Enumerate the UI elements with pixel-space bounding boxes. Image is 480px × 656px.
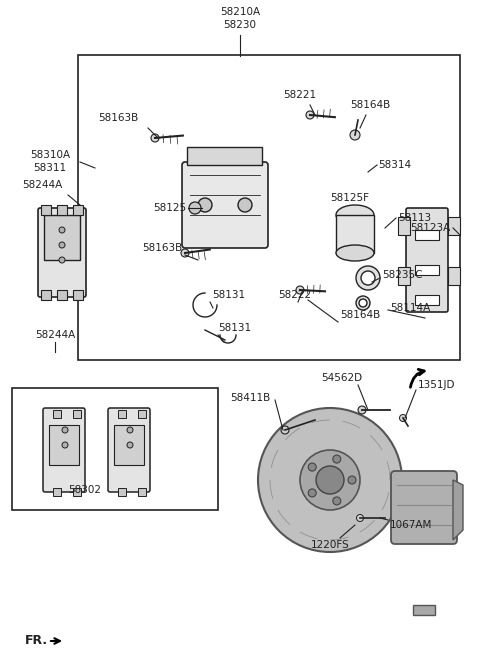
FancyBboxPatch shape bbox=[43, 408, 85, 492]
Circle shape bbox=[189, 202, 201, 214]
Bar bbox=[41, 205, 51, 215]
Text: 58114A: 58114A bbox=[390, 303, 430, 313]
Circle shape bbox=[348, 476, 356, 484]
Text: 58113: 58113 bbox=[398, 213, 431, 223]
Circle shape bbox=[59, 242, 65, 248]
Circle shape bbox=[308, 463, 316, 471]
Text: 58230: 58230 bbox=[224, 20, 256, 30]
Bar bbox=[415, 295, 439, 305]
Circle shape bbox=[357, 514, 363, 522]
Circle shape bbox=[127, 427, 133, 433]
Circle shape bbox=[399, 415, 407, 422]
Text: 58164B: 58164B bbox=[350, 100, 390, 110]
Circle shape bbox=[296, 286, 304, 294]
Polygon shape bbox=[453, 480, 463, 540]
Bar bbox=[44, 215, 80, 260]
Text: 58131: 58131 bbox=[218, 323, 251, 333]
Circle shape bbox=[361, 271, 375, 285]
Circle shape bbox=[356, 266, 380, 290]
Text: 1351JD: 1351JD bbox=[418, 380, 456, 390]
Text: FR.: FR. bbox=[25, 634, 48, 647]
Circle shape bbox=[62, 427, 68, 433]
Bar bbox=[78, 55, 460, 360]
Circle shape bbox=[258, 408, 402, 552]
Bar bbox=[12, 388, 218, 510]
Bar bbox=[57, 290, 67, 300]
Circle shape bbox=[62, 442, 68, 448]
Bar bbox=[448, 267, 460, 285]
Bar bbox=[73, 488, 81, 496]
Text: 58125: 58125 bbox=[154, 203, 187, 213]
Text: 54562D: 54562D bbox=[322, 373, 362, 383]
Circle shape bbox=[333, 455, 341, 463]
Bar bbox=[73, 205, 83, 215]
Circle shape bbox=[359, 299, 367, 307]
Bar bbox=[415, 265, 439, 275]
Bar bbox=[53, 488, 61, 496]
Circle shape bbox=[238, 198, 252, 212]
Circle shape bbox=[127, 442, 133, 448]
Bar bbox=[138, 410, 146, 418]
Text: 58222: 58222 bbox=[278, 290, 312, 300]
Ellipse shape bbox=[336, 205, 374, 225]
FancyBboxPatch shape bbox=[182, 162, 268, 248]
Text: 58302: 58302 bbox=[69, 485, 101, 495]
Bar bbox=[73, 410, 81, 418]
Circle shape bbox=[198, 198, 212, 212]
Bar bbox=[413, 605, 435, 615]
Circle shape bbox=[306, 111, 314, 119]
Circle shape bbox=[358, 406, 366, 414]
Circle shape bbox=[308, 489, 316, 497]
Bar bbox=[41, 290, 51, 300]
Circle shape bbox=[350, 130, 360, 140]
Text: 58131: 58131 bbox=[212, 290, 245, 300]
Bar bbox=[118, 410, 126, 418]
Text: 58221: 58221 bbox=[283, 90, 317, 100]
Bar bbox=[49, 425, 79, 465]
Text: 58163B: 58163B bbox=[142, 243, 182, 253]
Bar bbox=[415, 230, 439, 240]
FancyBboxPatch shape bbox=[38, 208, 86, 297]
Circle shape bbox=[59, 257, 65, 263]
Text: 58314: 58314 bbox=[378, 160, 411, 170]
Text: 58125F: 58125F bbox=[330, 193, 369, 203]
Text: 58123A: 58123A bbox=[410, 223, 450, 233]
Text: 58244A: 58244A bbox=[35, 330, 75, 340]
Bar bbox=[187, 147, 262, 165]
Text: 58164B: 58164B bbox=[340, 310, 380, 320]
Circle shape bbox=[151, 134, 159, 142]
Bar bbox=[398, 217, 410, 235]
Circle shape bbox=[333, 497, 341, 505]
Bar bbox=[118, 488, 126, 496]
Bar bbox=[336, 215, 374, 253]
Circle shape bbox=[181, 249, 189, 257]
Text: 58210A: 58210A bbox=[220, 7, 260, 17]
Text: 1067AM: 1067AM bbox=[390, 520, 432, 530]
Text: 1220FS: 1220FS bbox=[311, 540, 349, 550]
Bar bbox=[73, 290, 83, 300]
Text: 58411B: 58411B bbox=[230, 393, 270, 403]
Circle shape bbox=[316, 466, 344, 494]
FancyBboxPatch shape bbox=[406, 208, 448, 312]
Bar bbox=[448, 217, 460, 235]
Bar bbox=[53, 410, 61, 418]
Bar bbox=[138, 488, 146, 496]
FancyBboxPatch shape bbox=[108, 408, 150, 492]
Circle shape bbox=[59, 227, 65, 233]
FancyBboxPatch shape bbox=[391, 471, 457, 544]
Text: 58163B: 58163B bbox=[98, 113, 138, 123]
Bar bbox=[57, 205, 67, 215]
Circle shape bbox=[356, 296, 370, 310]
Circle shape bbox=[300, 450, 360, 510]
Ellipse shape bbox=[336, 245, 374, 261]
Text: 58311: 58311 bbox=[34, 163, 67, 173]
Circle shape bbox=[281, 426, 289, 434]
Text: 58310A: 58310A bbox=[30, 150, 70, 160]
Bar bbox=[114, 425, 144, 465]
Text: 58244A: 58244A bbox=[22, 180, 62, 190]
Text: 58235C: 58235C bbox=[382, 270, 422, 280]
Bar bbox=[398, 267, 410, 285]
